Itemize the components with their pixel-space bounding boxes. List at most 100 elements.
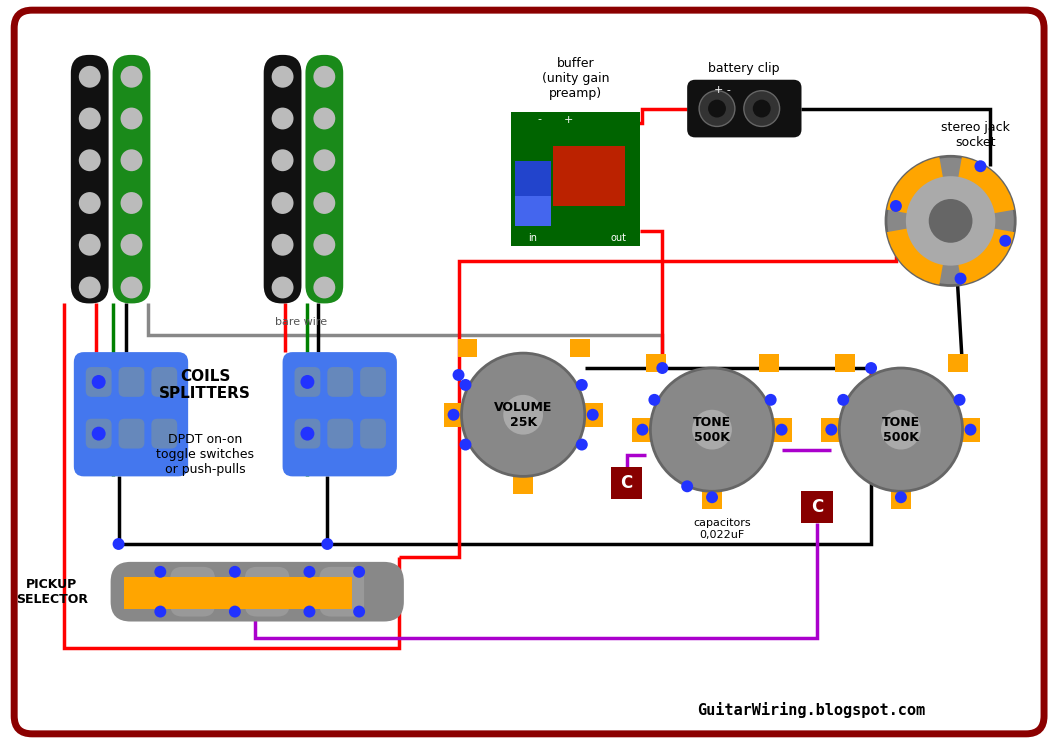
- Bar: [772, 417, 791, 442]
- Bar: [458, 339, 478, 357]
- Circle shape: [121, 108, 142, 129]
- Circle shape: [462, 353, 585, 476]
- Circle shape: [575, 439, 588, 451]
- Circle shape: [650, 368, 773, 491]
- Circle shape: [271, 277, 294, 298]
- Circle shape: [79, 234, 101, 256]
- Bar: [513, 475, 533, 494]
- Circle shape: [301, 375, 315, 389]
- Text: capacitors
0,022uF: capacitors 0,022uF: [693, 519, 751, 540]
- Circle shape: [765, 394, 776, 405]
- Circle shape: [353, 606, 365, 618]
- Bar: [632, 417, 652, 442]
- FancyBboxPatch shape: [151, 367, 177, 397]
- Circle shape: [79, 150, 101, 171]
- Wedge shape: [887, 157, 951, 221]
- Wedge shape: [951, 157, 1014, 221]
- Text: bare wire: bare wire: [275, 317, 327, 327]
- Bar: [891, 490, 911, 509]
- FancyBboxPatch shape: [170, 567, 215, 617]
- Circle shape: [92, 426, 105, 440]
- Circle shape: [706, 491, 717, 503]
- Bar: [960, 417, 980, 442]
- FancyBboxPatch shape: [245, 567, 289, 617]
- Bar: [444, 403, 464, 426]
- Circle shape: [271, 234, 294, 256]
- Circle shape: [121, 65, 142, 88]
- FancyBboxPatch shape: [151, 419, 177, 449]
- Text: +: +: [564, 115, 573, 124]
- Text: out: out: [610, 233, 627, 243]
- Circle shape: [708, 100, 726, 118]
- Circle shape: [692, 410, 732, 449]
- FancyBboxPatch shape: [327, 367, 353, 397]
- Circle shape: [79, 108, 101, 129]
- Circle shape: [839, 368, 963, 491]
- Circle shape: [303, 606, 316, 618]
- Bar: [835, 354, 855, 372]
- Circle shape: [953, 394, 966, 405]
- Circle shape: [79, 192, 101, 214]
- Circle shape: [656, 362, 668, 374]
- FancyBboxPatch shape: [360, 419, 386, 449]
- Circle shape: [121, 150, 142, 171]
- Circle shape: [229, 606, 241, 618]
- Text: battery clip: battery clip: [708, 62, 780, 74]
- Circle shape: [826, 423, 837, 436]
- Circle shape: [886, 156, 1015, 286]
- Circle shape: [313, 108, 336, 129]
- FancyBboxPatch shape: [283, 352, 397, 476]
- Circle shape: [460, 439, 471, 451]
- Circle shape: [303, 566, 316, 578]
- FancyBboxPatch shape: [113, 55, 150, 304]
- Text: PICKUP
SELECTOR: PICKUP SELECTOR: [16, 577, 87, 606]
- Text: TONE
500K: TONE 500K: [882, 416, 919, 443]
- Circle shape: [890, 200, 902, 212]
- Circle shape: [271, 65, 294, 88]
- FancyBboxPatch shape: [360, 367, 386, 397]
- Circle shape: [929, 199, 972, 243]
- Circle shape: [271, 192, 294, 214]
- Circle shape: [974, 160, 987, 172]
- Circle shape: [313, 234, 336, 256]
- Circle shape: [301, 426, 315, 440]
- Bar: [822, 417, 842, 442]
- Circle shape: [79, 277, 101, 298]
- Circle shape: [906, 176, 995, 266]
- Circle shape: [353, 566, 365, 578]
- Bar: [123, 577, 352, 609]
- Bar: [583, 403, 603, 426]
- Circle shape: [271, 108, 294, 129]
- Text: GuitarWiring.blogspot.com: GuitarWiring.blogspot.com: [697, 702, 926, 718]
- Bar: [511, 112, 641, 246]
- Circle shape: [313, 192, 336, 214]
- Circle shape: [575, 379, 588, 391]
- Circle shape: [313, 65, 336, 88]
- Bar: [802, 491, 833, 523]
- FancyBboxPatch shape: [119, 367, 144, 397]
- Circle shape: [744, 91, 780, 126]
- Circle shape: [954, 272, 967, 284]
- Text: C: C: [811, 498, 824, 516]
- Bar: [553, 147, 625, 206]
- Wedge shape: [951, 221, 1014, 284]
- Circle shape: [447, 408, 460, 420]
- FancyBboxPatch shape: [687, 80, 802, 138]
- Circle shape: [837, 394, 849, 405]
- Circle shape: [121, 234, 142, 256]
- Text: in: in: [528, 233, 538, 243]
- Circle shape: [460, 379, 471, 391]
- Text: stereo jack
socket: stereo jack socket: [942, 121, 1010, 150]
- Wedge shape: [887, 221, 951, 284]
- Circle shape: [965, 423, 976, 436]
- FancyBboxPatch shape: [86, 367, 112, 397]
- Circle shape: [155, 566, 166, 578]
- Circle shape: [313, 150, 336, 171]
- Text: -: -: [538, 115, 541, 124]
- Circle shape: [79, 65, 101, 88]
- FancyBboxPatch shape: [110, 562, 404, 621]
- Bar: [758, 354, 778, 372]
- Circle shape: [92, 375, 105, 389]
- FancyBboxPatch shape: [70, 55, 108, 304]
- Text: DPDT on-on
toggle switches
or push-pulls: DPDT on-on toggle switches or push-pulls: [156, 433, 254, 476]
